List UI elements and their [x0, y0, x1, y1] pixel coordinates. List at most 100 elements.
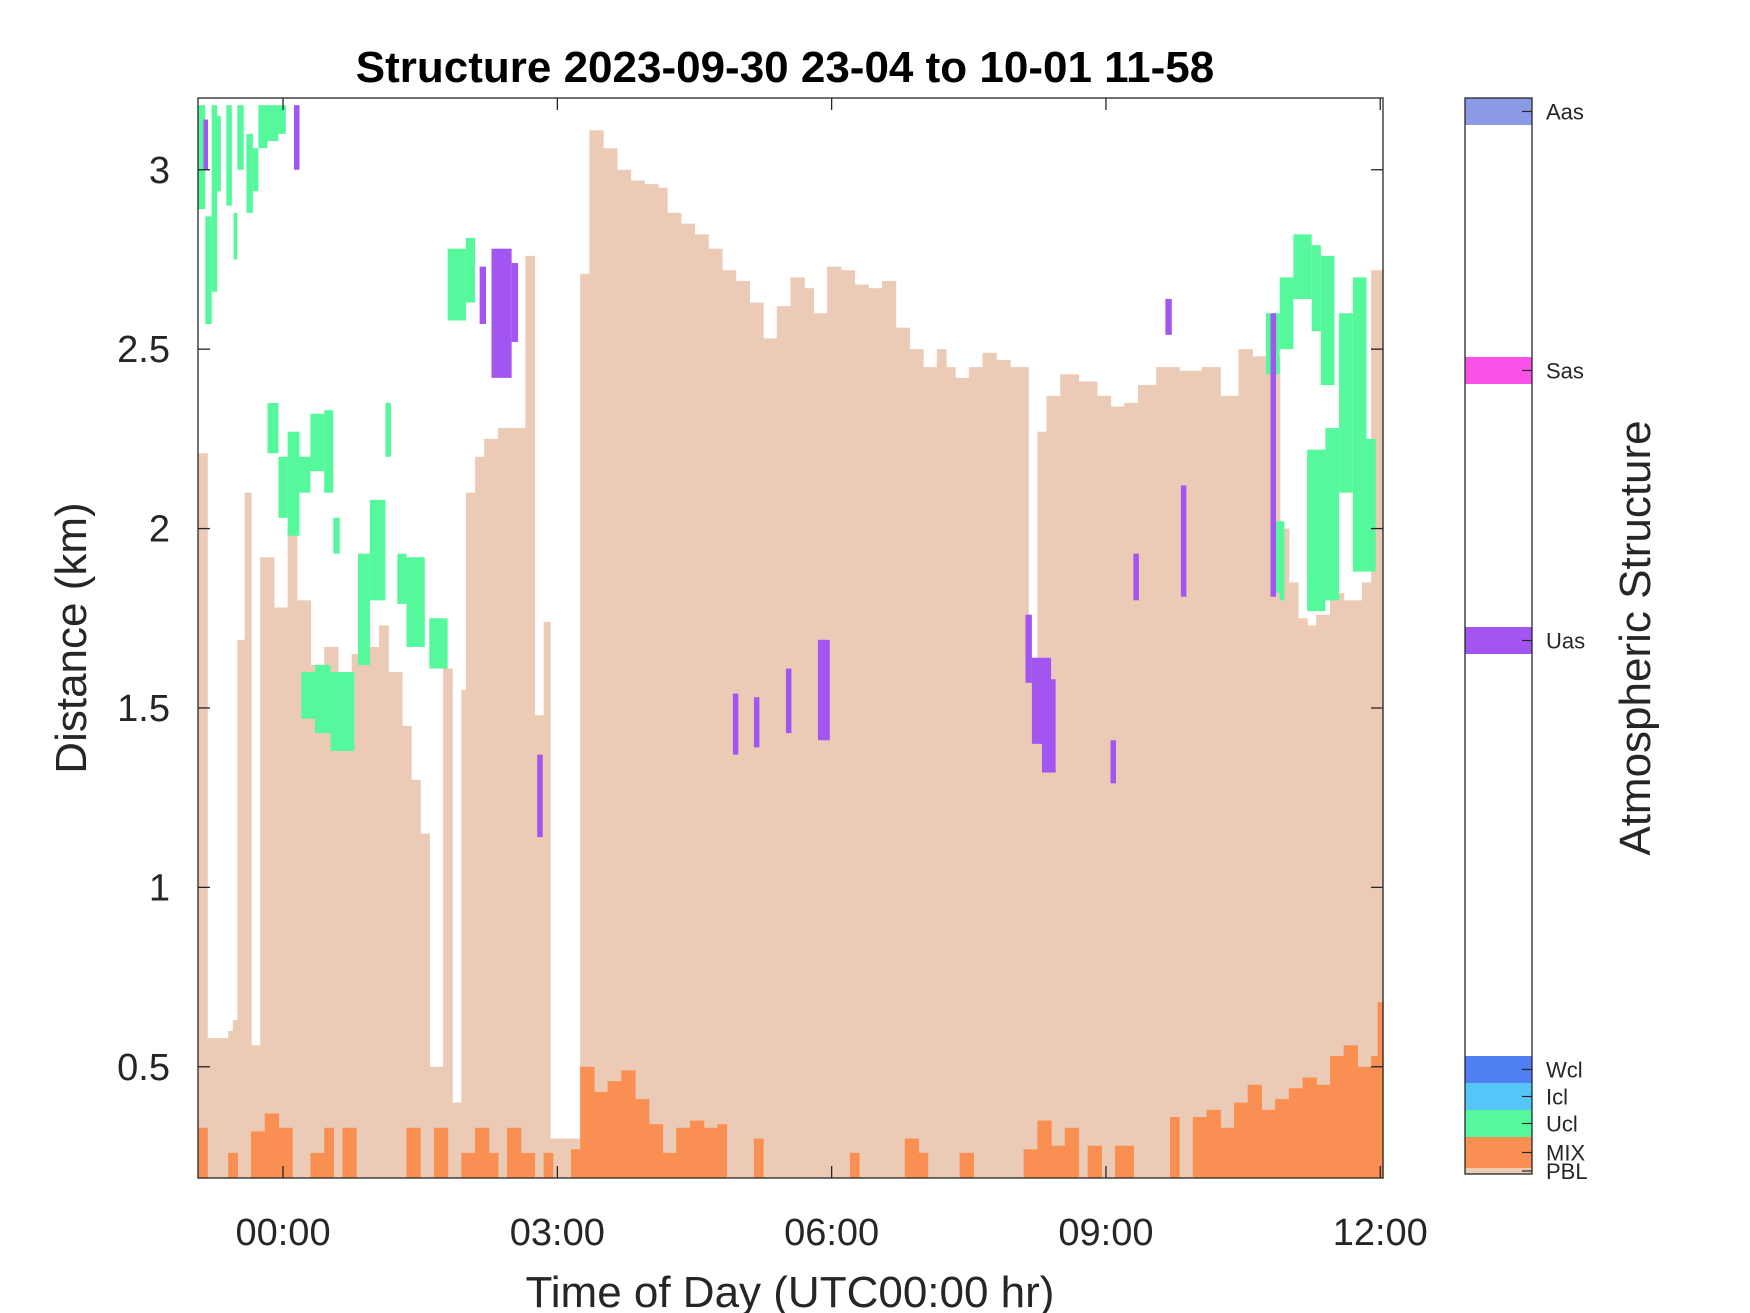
pbl-segment [776, 306, 792, 1178]
mix-segment [1377, 1002, 1384, 1178]
pbl-segment [365, 646, 380, 1178]
pbl-segment [644, 184, 659, 1179]
pbl-segment [854, 284, 869, 1179]
pbl-segment [273, 607, 289, 1178]
mix-segment [488, 1152, 499, 1178]
uas-cell [479, 266, 487, 325]
mix-segment [1233, 1102, 1249, 1178]
pbl-segment [580, 273, 590, 1178]
ucl-cell [278, 456, 288, 518]
ucl-cell [333, 517, 340, 554]
pbl-segment [337, 672, 353, 1178]
mix-segment [593, 1091, 609, 1178]
mix-segment [198, 1127, 208, 1178]
ucl-cell [198, 105, 206, 210]
mix-segment [1037, 1120, 1052, 1178]
uas-cell [1180, 485, 1187, 597]
mix-segment [1357, 1066, 1372, 1178]
ucl-cell [252, 148, 259, 192]
pbl-segment [657, 187, 668, 1178]
mix-segment [1220, 1127, 1235, 1178]
pbl-segment [1009, 367, 1020, 1179]
pbl-segment [630, 180, 645, 1178]
y-tick-label: 0.5 [117, 1047, 170, 1089]
pbl-segment [589, 130, 604, 1178]
mix-segment [959, 1152, 974, 1178]
mix-segment [1316, 1084, 1331, 1178]
ucl-layer [198, 105, 1376, 752]
pbl-segment [603, 148, 618, 1179]
ucl-cell [1320, 255, 1335, 386]
mix-segment [571, 1149, 581, 1178]
pbl-segment [721, 270, 737, 1179]
pbl-segment [868, 288, 883, 1178]
uas-cell [1165, 298, 1172, 335]
colorbar-label-wcl: Wcl [1546, 1058, 1583, 1083]
pbl-segment [1288, 582, 1299, 1178]
pbl-segment [228, 1030, 234, 1178]
mix-segment [904, 1138, 920, 1178]
pbl-segment [296, 600, 312, 1178]
pbl-segment [1329, 593, 1345, 1178]
ucl-cell [267, 402, 279, 454]
mix-segment [1087, 1145, 1102, 1178]
pbl-segment [379, 625, 389, 1178]
pbl-segment [923, 367, 938, 1179]
pbl-segment [968, 367, 984, 1179]
ucl-cell [246, 133, 253, 213]
pbl-segment [945, 367, 956, 1179]
pbl-segment [1037, 431, 1048, 1178]
uas-cell [1133, 553, 1139, 601]
colorbar-label: Atmospheric Structure [1611, 420, 1660, 855]
mix-segment [543, 1152, 554, 1178]
mix-segment [1288, 1088, 1304, 1178]
colorbar-label-aas: Aas [1546, 100, 1584, 125]
pbl-segment [452, 1102, 462, 1178]
mix-layer [198, 1002, 1384, 1178]
uas-cell [537, 754, 543, 838]
ucl-cell [1339, 313, 1353, 493]
mix-segment [1371, 1056, 1379, 1178]
pbl-segment [1060, 374, 1080, 1178]
chart-title: Structure 2023-09-30 23-04 to 10-01 11-5… [356, 43, 1215, 92]
mix-segment [1051, 1145, 1066, 1178]
colorbar-label-icl: Icl [1546, 1085, 1568, 1110]
mix-segment [406, 1127, 421, 1178]
uas-cell [1110, 740, 1117, 784]
ucl-cell [397, 553, 407, 604]
pbl-segment [680, 223, 696, 1178]
mix-segment [703, 1127, 718, 1178]
mix-segment [1275, 1099, 1290, 1178]
ucl-cell [324, 410, 334, 493]
ucl-cell [299, 456, 311, 493]
colorbar-swatch-icl [1465, 1083, 1532, 1110]
x-axis-label: Time of Day (UTC00:00 hr) [526, 1268, 1055, 1313]
colorbar-frame [1464, 97, 1533, 1175]
pbl-segment [543, 621, 551, 1178]
mix-segment [1302, 1077, 1317, 1178]
pbl-segment [1046, 395, 1061, 1178]
pbl-segment [1252, 356, 1267, 1179]
mix-segment [1343, 1045, 1358, 1178]
mix-segment [264, 1113, 280, 1178]
plot-data-layers [198, 105, 1384, 1179]
mix-segment [475, 1127, 490, 1178]
ucl-cell [1307, 449, 1326, 612]
uas-cell [785, 668, 792, 734]
pbl-segment [881, 280, 897, 1178]
x-tick-label: 12:00 [1333, 1212, 1428, 1254]
mix-segment [507, 1127, 522, 1178]
pbl-segment [1297, 618, 1308, 1178]
ucl-cell [1311, 245, 1321, 332]
y-tick-label: 2 [149, 509, 170, 551]
pbl-segment [790, 277, 805, 1178]
pbl-layer [198, 130, 1384, 1179]
mix-segment [1206, 1109, 1221, 1178]
pbl-segment [461, 690, 467, 1178]
colorbar-label-mix: MIX [1546, 1141, 1585, 1166]
y-tick-label: 1 [149, 867, 170, 909]
mix-segment [1192, 1117, 1208, 1178]
x-tick-label: 09:00 [1058, 1212, 1153, 1254]
mix-segment [648, 1124, 664, 1178]
pbl-segment [525, 255, 536, 1178]
